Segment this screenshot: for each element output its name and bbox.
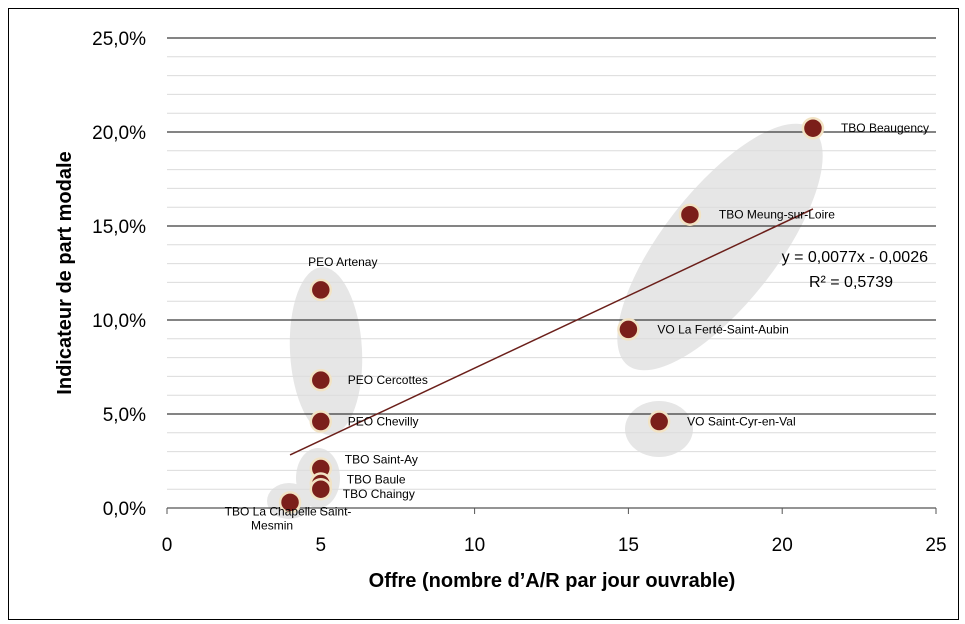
point-label: TBO Saint-Ay xyxy=(345,453,418,467)
data-point xyxy=(278,491,302,514)
chart-frame xyxy=(8,8,959,620)
point-labels: TBO Beaugency TBO Meung-sur-Loire PEO Arte… xyxy=(225,121,929,532)
y-tick-label: 0,0% xyxy=(103,499,146,520)
point-label-line: Mesmin xyxy=(251,518,293,532)
data-point xyxy=(309,368,333,392)
data-point xyxy=(309,278,333,302)
point-label: TBO Baule xyxy=(347,473,406,487)
point-label-line: PEO Cercottes xyxy=(348,373,428,387)
data-point xyxy=(309,477,333,501)
trendline-group xyxy=(289,208,814,456)
point-label-line: TBO La Chapelle Saint- xyxy=(225,504,352,518)
cluster-peo xyxy=(289,267,363,435)
point-label-line: TBO Meung-sur-Loire xyxy=(719,208,835,222)
trend-equation: y = 0,0077x - 0,0026 xyxy=(782,249,928,266)
data-point xyxy=(647,410,671,433)
point-label-line: TBO Saint-Ay xyxy=(345,453,418,467)
x-tick-label: 15 xyxy=(618,535,639,556)
data-point xyxy=(309,410,333,433)
point-label-line: PEO Artenay xyxy=(308,255,377,269)
x-tick-label: 25 xyxy=(925,535,946,556)
point-label-line: TBO Baule xyxy=(347,473,406,487)
x-tick-label: 20 xyxy=(772,535,793,556)
point-label: PEO Cercottes xyxy=(348,373,428,387)
point-label: PEO Chevilly xyxy=(348,415,419,429)
x-tick-label: 0 xyxy=(162,535,173,556)
point-label: VO La Ferté-Saint-Aubin xyxy=(657,322,788,336)
point-label-line: TBO Chaingy xyxy=(343,487,415,501)
x-axis-title: Offre (nombre d’A/R par jour ouvrable) xyxy=(369,570,736,592)
point-label: TBO La Chapelle Saint-Mesmin xyxy=(225,504,352,532)
cluster-tbo-vo xyxy=(617,123,823,371)
data-point xyxy=(678,203,702,226)
y-tick-label: 15,0% xyxy=(92,217,146,238)
data-point xyxy=(801,116,825,140)
trendline xyxy=(289,208,814,456)
point-label-line: TBO Beaugency xyxy=(841,121,929,135)
y-tick-label: 25,0% xyxy=(92,29,146,50)
point-label-line: VO La Ferté-Saint-Aubin xyxy=(657,322,788,336)
gridlines xyxy=(167,37,936,490)
point-label-line: PEO Chevilly xyxy=(348,415,419,429)
data-points xyxy=(278,116,825,514)
trend-r2: R² = 0,5739 xyxy=(809,274,893,291)
y-tick-label: 10,0% xyxy=(92,311,146,332)
tick-labels: 0,0% 5,0% 10,0% 15,0% 20,0% 25,0% 0 5 10 15 20 25 xyxy=(92,29,946,556)
point-label: VO Saint-Cyr-en-Val xyxy=(687,415,795,429)
point-label: TBO Chaingy xyxy=(343,487,415,501)
point-label: TBO Beaugency xyxy=(841,121,929,135)
point-label: PEO Artenay xyxy=(308,255,377,269)
y-axis-title: Indicateur de part modale xyxy=(54,151,76,394)
x-tick-label: 5 xyxy=(316,535,327,556)
point-label: TBO Meung-sur-Loire xyxy=(719,208,835,222)
x-tick-label: 10 xyxy=(464,535,485,556)
point-label-line: VO Saint-Cyr-en-Val xyxy=(687,415,795,429)
y-tick-label: 5,0% xyxy=(103,405,146,426)
y-tick-label: 20,0% xyxy=(92,123,146,144)
data-point xyxy=(617,318,640,341)
